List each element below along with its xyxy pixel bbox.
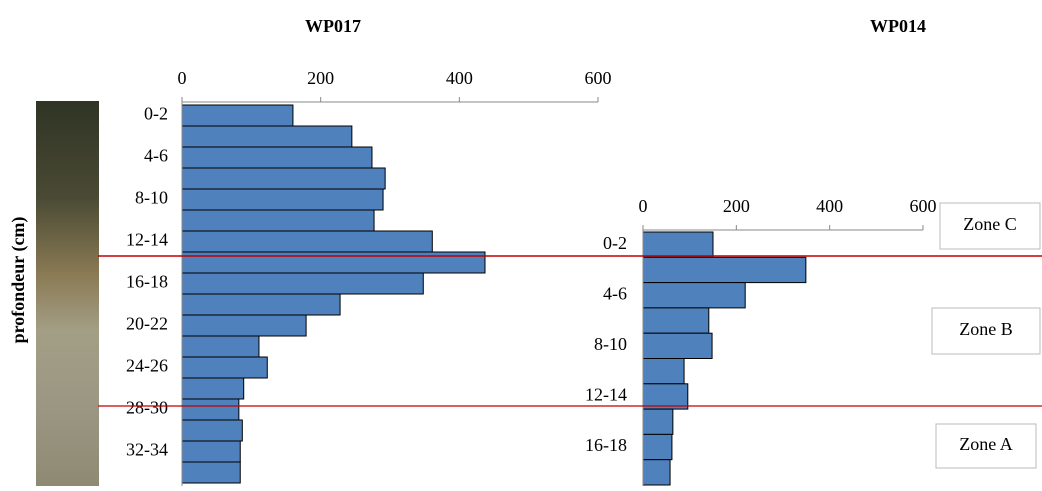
y-tick-label: 16-18 [126,272,168,292]
zone-box [931,307,1041,355]
x-tick-label: 200 [307,68,334,88]
bar [181,377,245,400]
bar [181,335,260,358]
y-tick-label: 28-30 [126,398,168,418]
zone-label: Zone C [963,214,1017,234]
bar [181,461,241,484]
bar [181,146,373,169]
x-tick-label: 400 [816,196,843,216]
bar [181,440,241,463]
y-tick-label: 8-10 [135,188,168,208]
chart-title: WP014 [870,16,926,36]
bar [642,459,671,486]
bar [181,230,433,253]
y-tick-label: 12-14 [585,385,627,405]
x-tick-label: 0 [639,196,648,216]
bar [642,332,713,360]
bar [181,272,424,295]
y-tick-label: 0-2 [603,233,627,253]
bar [181,293,341,316]
bar [642,282,746,309]
y-tick-label: 8-10 [594,334,627,354]
bar [181,419,243,442]
bar [642,307,710,334]
x-tick-label: 400 [446,68,473,88]
y-tick-label: 4-6 [144,146,168,166]
bar [642,383,689,410]
core-photo [36,101,99,486]
chart-title: WP017 [305,16,361,36]
x-tick-label: 600 [910,196,937,216]
zone-box [939,202,1041,250]
bar [181,356,268,379]
x-tick-label: 0 [178,68,187,88]
zone-box [935,423,1037,469]
x-tick-label: 600 [585,68,612,88]
bar [181,314,307,337]
y-tick-label: 4-6 [603,283,627,303]
y-tick-label: 12-14 [126,230,168,250]
zone-label: Zone A [959,434,1013,454]
y-axis-title: profondeur (cm) [8,217,29,344]
zone-label: Zone B [959,319,1013,339]
x-tick-label: 200 [723,196,750,216]
bar [181,209,375,232]
bar [642,231,714,258]
y-tick-label: 20-22 [126,314,168,334]
bar [181,125,353,148]
bar [642,433,673,461]
bar [181,188,384,211]
y-tick-label: 0-2 [144,104,168,124]
bar [181,398,240,421]
bar [181,167,386,190]
y-tick-label: 24-26 [126,356,168,376]
bar [181,104,294,127]
bar [642,358,685,385]
bar [181,251,486,274]
y-tick-label: 16-18 [585,435,627,455]
bar [642,256,807,284]
y-tick-label: 32-34 [126,440,168,460]
bar [642,408,674,435]
